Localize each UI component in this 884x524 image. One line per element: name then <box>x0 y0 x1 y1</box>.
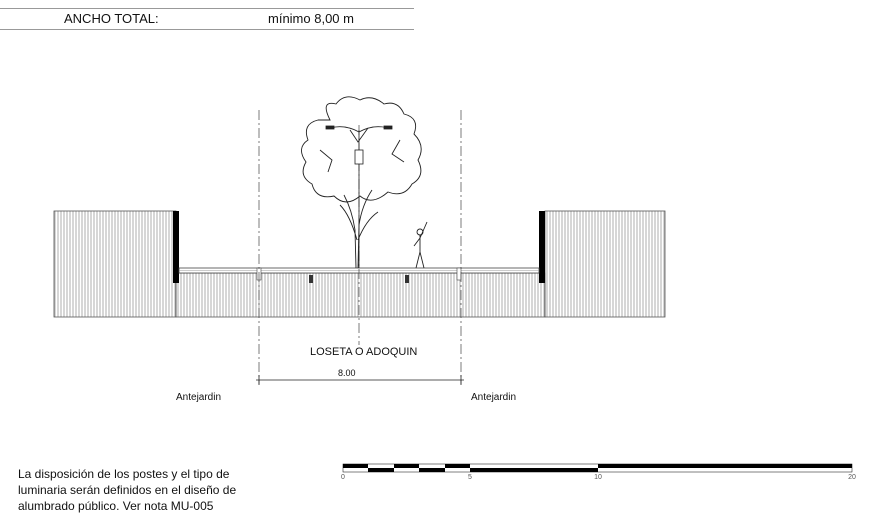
note-line: alumbrado público. Ver nota MU-005 <box>18 499 214 513</box>
paving-label: LOSETA O ADOQUIN <box>310 346 418 358</box>
pedestrian-icon <box>413 221 428 269</box>
lighting-note: La disposición de los postes y el tipo d… <box>18 466 268 514</box>
total-width-label: ANCHO TOTAL: <box>64 11 159 26</box>
drain-left <box>309 275 313 283</box>
dimension-label: 8.00 <box>338 368 356 378</box>
left-block <box>53 210 177 318</box>
left-wall <box>173 211 179 283</box>
front-garden-left-label: Antejardin <box>176 392 222 403</box>
drain-right <box>405 275 409 283</box>
marker-right <box>456 267 462 281</box>
scale-tick-10: 10 <box>594 474 602 481</box>
note-line: La disposición de los postes y el tipo d… <box>18 467 230 481</box>
scale-tick-5: 5 <box>468 474 472 481</box>
scale-bar <box>342 463 853 473</box>
total-width-value: mínimo 8,00 m <box>268 11 354 26</box>
subgrade <box>175 272 546 318</box>
scale-tick-20: 20 <box>848 474 856 481</box>
tree-icon <box>301 96 422 269</box>
right-block <box>544 210 666 318</box>
right-wall <box>539 211 545 283</box>
note-line: luminaria serán definidos en el diseño d… <box>18 483 237 497</box>
front-garden-right-label: Antejardin <box>471 392 517 403</box>
scale-tick-0: 0 <box>341 474 345 481</box>
header-bar: ANCHO TOTAL: mínimo 8,00 m <box>0 8 414 30</box>
street-lamp-icon <box>325 125 393 268</box>
